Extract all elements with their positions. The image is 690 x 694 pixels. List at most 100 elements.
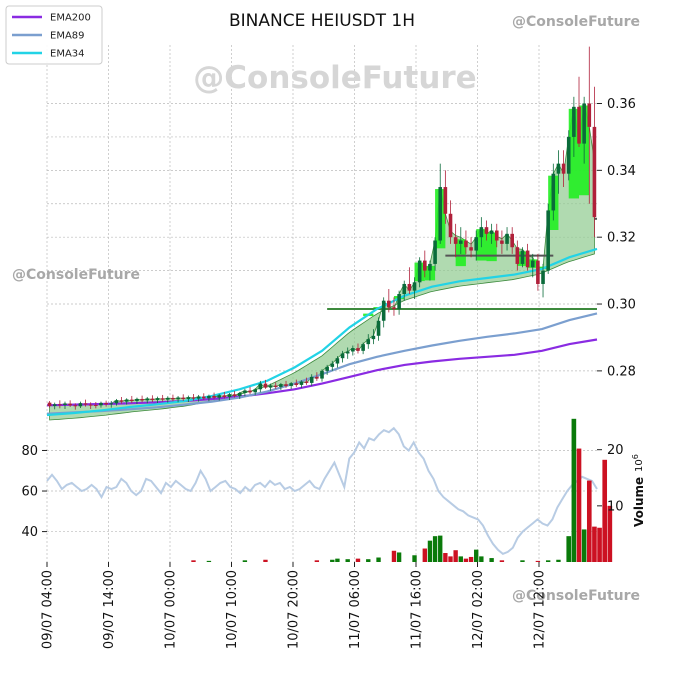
candle-body: [47, 402, 52, 406]
time-tick-label: 12/07 12:00: [533, 570, 548, 649]
volume-bar: [396, 552, 402, 562]
candle-body: [176, 397, 180, 400]
candle-body: [279, 384, 283, 387]
volume-bar: [206, 560, 212, 562]
candle-body: [582, 103, 586, 144]
volume-layer: [191, 418, 613, 562]
candle-body: [171, 397, 175, 400]
volume-axis-label: Volume: [632, 477, 646, 527]
volume-bar: [438, 535, 443, 562]
candle-body: [201, 396, 206, 399]
candle-body: [94, 404, 98, 406]
candle-body: [248, 390, 252, 393]
candle-body: [299, 381, 304, 385]
volume-bar: [335, 558, 340, 562]
candle-body: [212, 395, 216, 398]
candle-body: [335, 358, 340, 364]
candle-body: [464, 240, 468, 248]
candle-body: [479, 227, 484, 238]
candle-body: [381, 300, 386, 321]
candle-body: [268, 385, 273, 388]
volume-bar: [376, 557, 381, 562]
candle-body: [556, 163, 561, 174]
volume-axis: 10 20: [597, 443, 624, 514]
candle-body: [304, 381, 309, 383]
candle-body: [63, 403, 67, 405]
watermark-center: @ConsoleFuture: [193, 60, 476, 96]
volume-axis-exponent: 6: [631, 454, 640, 459]
candle-body: [489, 230, 494, 234]
time-tick-label: 09/07 14:00: [102, 570, 117, 649]
candle-body: [566, 136, 571, 174]
price-axis: 0.28 0.30 0.32 0.34 0.36: [597, 97, 636, 379]
legend-label-ema89: EMA89: [50, 31, 85, 42]
candle-body: [500, 240, 504, 244]
candle-body: [217, 395, 221, 398]
volume-bar: [602, 459, 608, 562]
volume-bar: [468, 556, 474, 562]
volume-bar: [422, 548, 427, 562]
candle-body: [474, 237, 479, 251]
price-tick-label: 0.28: [607, 364, 636, 379]
candle-body: [469, 247, 473, 251]
candle-body: [88, 404, 93, 406]
candle-body: [135, 398, 139, 401]
candle-body: [104, 402, 108, 405]
candle-body: [541, 270, 545, 284]
candle-body: [186, 397, 191, 399]
candle-body: [140, 398, 144, 401]
time-axis: 09/07 04:00 09/07 14:00 10/07 00:00 10/07 1…: [41, 562, 548, 649]
candle-body: [366, 339, 371, 345]
volume-bar: [412, 555, 417, 562]
candle-body: [577, 106, 581, 144]
time-tick-label: 11/07 06:00: [348, 570, 363, 649]
volume-bar: [427, 540, 433, 562]
oscillator-line: [46, 426, 598, 556]
candle-body: [520, 250, 525, 264]
watermark-bottom-right: @ConsoleFuture: [512, 588, 640, 604]
oscillator-tick-label: 40: [21, 525, 38, 540]
price-tick-label: 0.36: [607, 97, 636, 112]
time-tick-label: 12/07 02:00: [471, 570, 486, 649]
ema200-line: [46, 338, 598, 407]
candle-body: [356, 348, 360, 351]
watermark-left: @ConsoleFuture: [12, 267, 140, 283]
candle-body: [484, 227, 489, 234]
volume-bar: [453, 550, 458, 562]
candle-body: [351, 348, 355, 352]
candle-body: [412, 282, 417, 291]
candle-body: [232, 394, 237, 396]
volume-bar: [479, 556, 484, 562]
volume-bar: [355, 558, 361, 562]
time-tick-label: 11/07 16:00: [410, 570, 425, 649]
candle-body: [494, 230, 499, 241]
candle-body: [397, 294, 401, 310]
candle-body: [309, 376, 314, 383]
candle-body: [124, 399, 129, 402]
time-tick-label: 10/07 20:00: [287, 570, 302, 649]
candle-body: [114, 400, 119, 404]
candle-body: [587, 103, 592, 127]
candle-body: [371, 335, 376, 340]
candle-body: [243, 390, 247, 393]
volume-bar: [592, 526, 597, 562]
candle-body: [191, 397, 196, 399]
candle-body: [407, 283, 412, 291]
candle-body: [345, 351, 350, 354]
candle-body: [433, 240, 437, 264]
candle-body: [525, 250, 530, 268]
volume-bar: [607, 505, 613, 562]
candle-body: [165, 397, 170, 400]
candle-body: [196, 396, 201, 399]
candle-body: [536, 260, 540, 284]
candle-body: [572, 106, 576, 137]
candle-body: [99, 402, 103, 406]
volume-bar: [191, 560, 196, 562]
volume-bar: [330, 559, 335, 562]
candle-body: [402, 283, 407, 295]
candle-body: [315, 376, 319, 379]
candle-body: [392, 307, 396, 310]
volume-bar: [463, 558, 469, 562]
